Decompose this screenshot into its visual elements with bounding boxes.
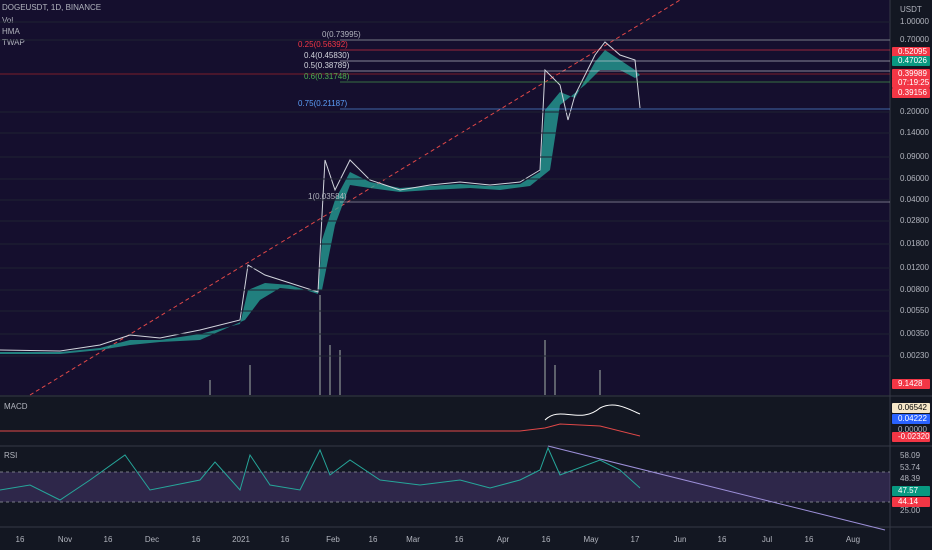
value-badge-text: 07:19:25	[898, 78, 930, 87]
value-badge	[892, 47, 930, 57]
value-badge-text: 9.1428	[898, 379, 923, 388]
value-badge	[892, 88, 930, 98]
value-badge-text: 0.47026	[898, 56, 927, 65]
symbol: DOGEUSDT, 1D, BINANCE	[2, 3, 101, 12]
time-tick: Nov	[58, 535, 72, 544]
price-tick: 0.06000	[900, 174, 929, 183]
macd-line	[544, 404, 641, 421]
price-tick: 0.01200	[900, 263, 929, 272]
time-tick: 16	[369, 535, 378, 544]
value-badge-text: 0.39156	[898, 88, 927, 97]
price-tick: 0.01800	[900, 239, 929, 248]
value-badge	[892, 414, 930, 424]
value-badge	[892, 69, 930, 79]
price-tick: 0.02800	[900, 216, 929, 225]
indicator-name: HMA	[2, 27, 20, 36]
macd-signal	[0, 423, 641, 437]
value-badge-text: 44.14	[898, 497, 919, 506]
trend-line	[29, 0, 681, 396]
price-tick: 0.04000	[900, 195, 929, 204]
value-badge-text: 0.06542	[898, 403, 927, 412]
price-tick: 0.00800	[900, 285, 929, 294]
axis-unit: USDT	[900, 5, 922, 14]
fib-label: 0.75(0.21187)	[298, 99, 348, 108]
time-tick: Aug	[846, 535, 860, 544]
value-badge-text: 47.57	[898, 486, 919, 495]
time-tick: Mar	[406, 535, 420, 544]
macd-label: MACD	[4, 402, 28, 411]
value-badge	[892, 78, 930, 88]
value-badge-text: 0.00000	[898, 425, 927, 434]
main-pane	[0, 0, 890, 395]
time-tick: 16	[16, 535, 25, 544]
time-tick: 16	[104, 535, 113, 544]
indicator-name: TWAP	[2, 38, 25, 47]
indicator-name: Vol	[2, 16, 13, 25]
value-badge-text: -0.02320	[898, 432, 930, 441]
time-tick: 17	[631, 535, 640, 544]
price-tick: 0.00230	[900, 351, 929, 360]
price-tick: 1.00000	[900, 17, 929, 26]
value-badge-text: 0.39989	[898, 69, 927, 78]
rsi-tick: 58.09	[900, 451, 921, 460]
fib-label: 0(0.73995)	[322, 30, 361, 39]
price-candles	[0, 41, 641, 352]
time-tick: Jun	[674, 535, 687, 544]
time-tick: Dec	[145, 535, 159, 544]
value-badge	[892, 486, 930, 496]
price-tick: 0.70000	[900, 35, 929, 44]
time-tick: 16	[542, 535, 551, 544]
volume-bars	[209, 295, 601, 395]
time-tick: Apr	[497, 535, 510, 544]
time-tick: 2021	[232, 535, 250, 544]
fib-label: 0.4(0.45830)	[304, 51, 350, 60]
value-badge	[892, 56, 930, 66]
time-tick: 16	[192, 535, 201, 544]
rsi-label: RSI	[4, 451, 17, 460]
price-tick: 0.00350	[900, 329, 929, 338]
price-tick: 0.09000	[900, 152, 929, 161]
value-badge	[892, 379, 930, 389]
value-badge	[892, 403, 930, 413]
value-badge	[892, 497, 930, 507]
price-tick: 0.00550	[900, 306, 929, 315]
rsi-trend	[547, 445, 886, 531]
value-badge	[892, 432, 930, 442]
time-tick: Jul	[762, 535, 772, 544]
rsi-tick: 53.74	[900, 463, 921, 472]
rsi-tick: 25.00	[900, 506, 921, 515]
value-badge-text: 0.52095	[898, 47, 927, 56]
time-tick: 16	[805, 535, 814, 544]
price-tick: 0.14000	[900, 128, 929, 137]
rsi-tick: 48.39	[900, 474, 921, 483]
time-tick: May	[583, 535, 598, 544]
time-tick: Feb	[326, 535, 340, 544]
time-tick: 16	[718, 535, 727, 544]
fib-label: 1(0.03584)	[308, 192, 347, 201]
time-tick: 16	[281, 535, 290, 544]
fib-label: 0.5(0.38789)	[304, 61, 350, 70]
rsi-line	[0, 446, 641, 501]
fib-label: 0.6(0.31748)	[304, 72, 350, 81]
time-tick: 16	[455, 535, 464, 544]
fib-label: 0.25(0.56392)	[298, 40, 348, 49]
price-tick: 0.20000	[900, 107, 929, 116]
value-badge-text: 0.04222	[898, 414, 927, 423]
